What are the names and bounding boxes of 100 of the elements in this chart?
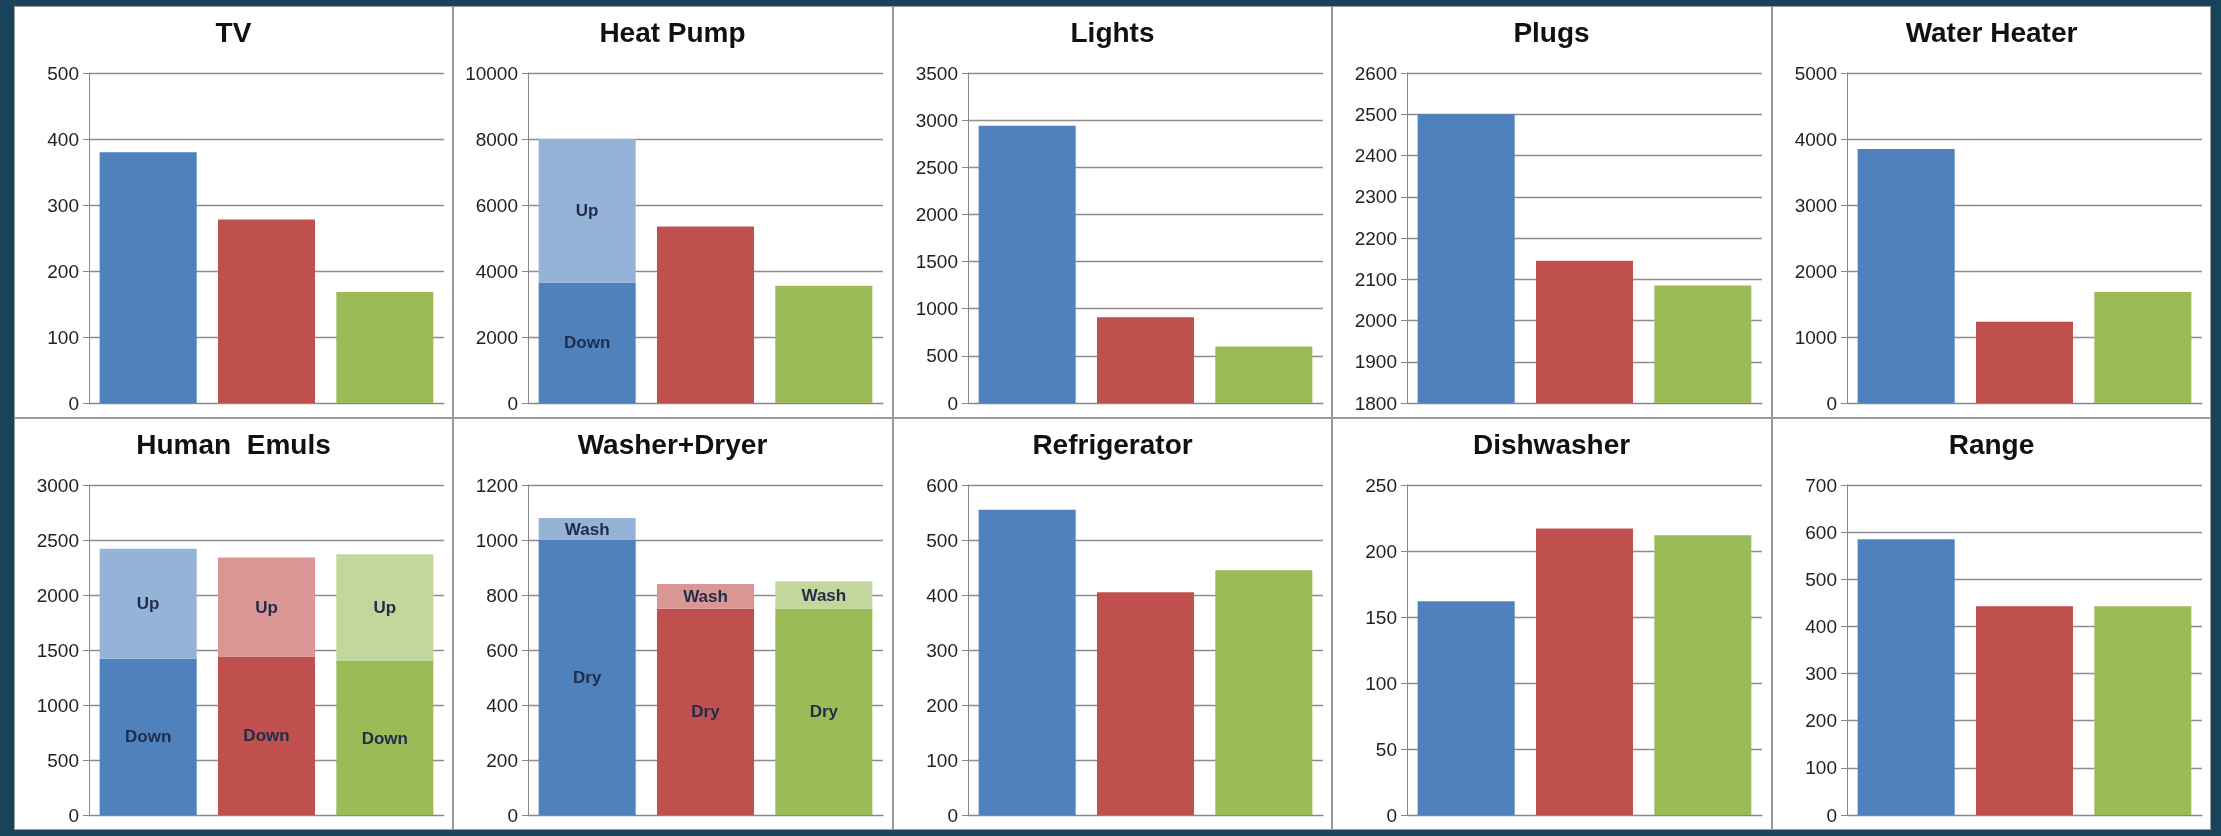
bar xyxy=(978,509,1076,815)
y-tick-label: 2300 xyxy=(1354,186,1398,208)
series-label: Down xyxy=(125,727,172,747)
y-tick-label: 4000 xyxy=(476,260,519,282)
text: Up xyxy=(373,598,397,618)
text: Wash xyxy=(801,585,847,605)
text: Dry xyxy=(573,668,602,687)
chart-title: TV xyxy=(215,16,252,48)
series-label: Wash xyxy=(565,519,610,539)
y-tick-label: 200 xyxy=(486,749,519,771)
bar xyxy=(657,226,755,403)
bar xyxy=(978,125,1076,403)
y-tick-label: 2000 xyxy=(36,584,79,606)
y-tick-label: 500 xyxy=(47,62,79,84)
y-tick-label: 200 xyxy=(926,694,958,716)
y-tick-label: 100 xyxy=(47,326,79,348)
chart-title: Lights xyxy=(1070,16,1155,48)
y-tick-label: 700 xyxy=(1804,474,1837,496)
bar xyxy=(2093,292,2191,403)
y-tick-label: 400 xyxy=(47,128,79,150)
y-tick-label: 1500 xyxy=(915,251,958,273)
y-tick-label: 400 xyxy=(486,694,519,716)
y-tick-label: 2000 xyxy=(915,203,958,225)
chart-title: Water Heater xyxy=(1905,16,2078,48)
y-tick-label: 1200 xyxy=(476,474,519,496)
bar xyxy=(1536,528,1634,815)
y-tick-label: 800 xyxy=(486,584,519,606)
bar xyxy=(1215,570,1313,815)
y-tick-label: 100 xyxy=(1804,757,1837,779)
y-tick-label: 2500 xyxy=(1354,103,1398,125)
series-label: Down xyxy=(564,333,611,353)
chart-title: Refrigerator xyxy=(1032,428,1193,460)
y-tick-label: 2000 xyxy=(1354,310,1398,331)
y-tick-label: 3500 xyxy=(915,62,958,84)
bar xyxy=(336,554,434,661)
bar xyxy=(775,608,873,815)
y-tick-label: 400 xyxy=(926,584,958,606)
y-tick-label: 1000 xyxy=(915,298,958,320)
bar xyxy=(1857,148,1955,403)
y-tick-label: 2500 xyxy=(915,156,958,178)
y-tick-label: 2000 xyxy=(1794,260,1837,282)
y-tick-label: 500 xyxy=(1804,568,1837,590)
bar xyxy=(775,285,873,403)
chart-title: Range xyxy=(1948,428,2034,460)
y-tick-label: 0 xyxy=(1826,804,1837,826)
y-tick-label: 5000 xyxy=(1794,62,1837,84)
bar xyxy=(539,282,637,403)
bar xyxy=(1096,592,1194,815)
y-tick-label: 400 xyxy=(1804,615,1837,637)
y-tick-label: 1000 xyxy=(476,529,519,551)
series-label: Up xyxy=(136,594,160,614)
text: Dry xyxy=(691,702,721,722)
y-tick-label: 2500 xyxy=(36,529,79,551)
y-tick-label: 0 xyxy=(68,804,79,826)
y-tick-label: 300 xyxy=(1804,663,1837,685)
y-tick-label: 0 xyxy=(68,392,79,414)
y-tick-label: 150 xyxy=(1365,606,1398,628)
y-tick-label: 10000 xyxy=(465,62,519,84)
y-tick-label: 200 xyxy=(47,260,79,282)
series-label: Up xyxy=(576,201,599,221)
bar xyxy=(99,548,197,659)
bar xyxy=(217,557,316,657)
bar xyxy=(1654,535,1752,815)
y-tick-label: 100 xyxy=(926,749,958,771)
bar xyxy=(1096,317,1194,403)
bar xyxy=(336,661,434,815)
y-tick-label: 300 xyxy=(926,639,958,661)
y-tick-label: 2100 xyxy=(1354,268,1398,290)
chart-title: Plugs xyxy=(1513,16,1590,48)
y-tick-label: 500 xyxy=(47,749,79,771)
y-tick-label: 0 xyxy=(507,392,519,414)
bar xyxy=(657,608,755,815)
y-tick-label: 250 xyxy=(1365,474,1398,496)
bar xyxy=(1975,321,2073,403)
bar xyxy=(336,292,434,403)
y-tick-label: 200 xyxy=(1804,710,1837,732)
y-tick-label: 1500 xyxy=(36,639,79,661)
y-tick-label: 600 xyxy=(1804,521,1837,543)
y-tick-label: 1000 xyxy=(1794,326,1837,348)
chart-title: Washer+Dryer xyxy=(578,428,768,460)
chart-title: Human Emuls xyxy=(136,428,331,460)
y-tick-label: 0 xyxy=(1826,392,1837,414)
bar xyxy=(539,139,637,283)
y-tick-label: 0 xyxy=(1386,804,1398,826)
text: Down xyxy=(361,728,408,748)
y-tick-label: 3000 xyxy=(915,109,958,131)
y-tick-label: 300 xyxy=(47,194,79,216)
bar xyxy=(99,658,197,815)
series-label: Dry xyxy=(810,702,839,722)
y-tick-label: 3000 xyxy=(1794,194,1837,216)
y-tick-label: 0 xyxy=(507,804,519,826)
y-tick-label: 1000 xyxy=(36,694,79,716)
y-tick-label: 8000 xyxy=(476,128,519,150)
bar xyxy=(1215,346,1313,403)
y-tick-label: 1900 xyxy=(1354,351,1398,373)
y-tick-label: 1800 xyxy=(1354,392,1398,414)
y-tick-label: 2400 xyxy=(1354,145,1398,166)
bar xyxy=(1417,601,1515,815)
y-tick-label: 500 xyxy=(926,345,958,367)
y-tick-label: 50 xyxy=(1376,738,1398,760)
